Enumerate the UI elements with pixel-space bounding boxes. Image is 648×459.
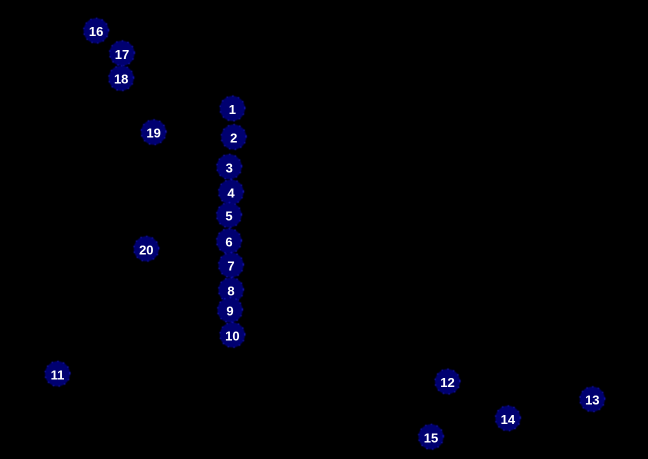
svg-text:3: 3	[226, 160, 233, 175]
svg-text:18: 18	[114, 72, 128, 87]
svg-text:8: 8	[227, 284, 234, 299]
svg-text:14: 14	[501, 412, 516, 427]
svg-text:2: 2	[230, 131, 237, 146]
svg-text:19: 19	[146, 126, 160, 141]
svg-text:9: 9	[226, 304, 233, 319]
svg-text:17: 17	[115, 47, 129, 62]
svg-text:4: 4	[227, 186, 235, 201]
svg-text:1: 1	[229, 102, 236, 117]
svg-text:5: 5	[225, 209, 232, 224]
svg-text:12: 12	[440, 375, 454, 390]
svg-text:13: 13	[585, 393, 599, 408]
svg-text:15: 15	[424, 430, 438, 445]
svg-text:7: 7	[227, 259, 234, 274]
svg-text:20: 20	[139, 242, 153, 257]
svg-text:11: 11	[51, 367, 65, 382]
svg-text:6: 6	[225, 235, 232, 250]
svg-text:16: 16	[89, 24, 103, 39]
svg-text:10: 10	[225, 328, 239, 343]
